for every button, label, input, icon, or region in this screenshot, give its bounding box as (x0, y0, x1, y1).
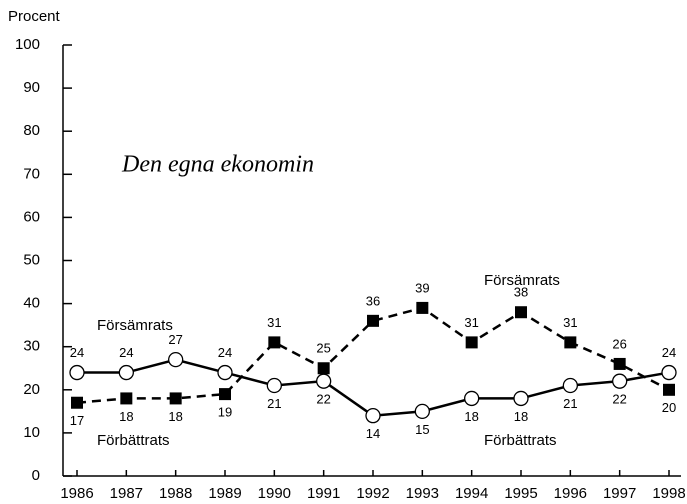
value-label: 36 (366, 293, 380, 308)
marker (168, 351, 184, 368)
marker (169, 392, 182, 405)
value-label: 31 (563, 315, 577, 330)
x-tick-label: 1989 (208, 485, 241, 502)
x-tick-label: 1987 (110, 485, 143, 502)
y-tick-label: 20 (23, 381, 40, 398)
marker (564, 336, 577, 349)
value-label: 27 (168, 332, 182, 347)
marker (663, 383, 675, 396)
marker (219, 388, 231, 401)
y-tick-label: 90 (23, 79, 40, 96)
marker (317, 362, 330, 375)
value-label: 18 (514, 409, 528, 424)
y-axis-label: Procent (8, 8, 61, 25)
value-label: 18 (119, 409, 133, 424)
value-label: 31 (267, 315, 281, 330)
value-label: 24 (662, 345, 676, 360)
x-tick-label: 1996 (554, 485, 587, 502)
marker (217, 364, 233, 381)
y-tick-label: 10 (23, 424, 40, 441)
y-tick-label: 60 (23, 208, 40, 225)
annotation: Förbättrats (97, 432, 170, 449)
y-tick-label: 70 (23, 165, 40, 182)
value-label: 17 (70, 413, 84, 428)
marker (465, 336, 478, 349)
x-tick-label: 1998 (652, 485, 685, 502)
x-tick-label: 1995 (504, 485, 537, 502)
value-label: 14 (366, 426, 380, 441)
marker (367, 314, 379, 327)
x-tick-label: 1991 (307, 485, 340, 502)
subtitle: Den egna ekonomin (121, 152, 314, 178)
x-tick-label: 1993 (406, 485, 439, 502)
value-label: 21 (563, 396, 577, 411)
marker (365, 408, 381, 424)
value-label: 22 (316, 392, 330, 407)
marker (316, 373, 332, 389)
marker (464, 390, 480, 407)
value-label: 19 (218, 405, 232, 420)
marker (71, 396, 83, 409)
annotation: Försämrats (484, 272, 560, 289)
marker (414, 403, 430, 420)
annotation: Förbättrats (484, 432, 557, 449)
value-label: 26 (612, 336, 626, 351)
marker (69, 364, 85, 381)
y-tick-label: 0 (32, 467, 40, 484)
value-label: 31 (464, 315, 478, 330)
marker (118, 364, 134, 381)
x-tick-label: 1992 (356, 485, 389, 502)
value-label: 24 (218, 345, 232, 360)
x-tick-label: 1994 (455, 485, 488, 502)
y-tick-label: 80 (23, 122, 40, 139)
marker (268, 336, 281, 349)
marker (661, 364, 677, 381)
y-tick-label: 50 (23, 251, 40, 268)
y-tick-label: 100 (15, 36, 40, 53)
value-label: 24 (70, 345, 84, 360)
line (77, 358, 670, 417)
marker (562, 377, 578, 394)
value-label: 20 (662, 400, 676, 415)
x-tick-label: 1997 (603, 485, 636, 502)
x-tick-label: 1986 (60, 485, 93, 502)
value-label: 22 (612, 392, 626, 407)
marker (513, 390, 529, 407)
y-tick-label: 30 (23, 338, 40, 355)
value-label: 25 (316, 341, 330, 356)
value-label: 39 (415, 280, 429, 295)
annotation: Försämrats (97, 317, 173, 334)
value-label: 38 (514, 285, 528, 300)
marker (612, 373, 628, 389)
marker (266, 377, 282, 394)
value-label: 18 (168, 409, 182, 424)
x-tick-label: 1990 (258, 485, 291, 502)
value-label: 15 (415, 422, 429, 437)
marker (613, 357, 626, 370)
value-label: 24 (119, 345, 133, 360)
value-label: 21 (267, 396, 281, 411)
marker (515, 306, 527, 319)
value-label: 18 (464, 409, 478, 424)
marker (120, 392, 133, 405)
marker (416, 301, 429, 314)
x-tick-label: 1988 (159, 485, 192, 502)
y-tick-label: 40 (23, 295, 40, 312)
